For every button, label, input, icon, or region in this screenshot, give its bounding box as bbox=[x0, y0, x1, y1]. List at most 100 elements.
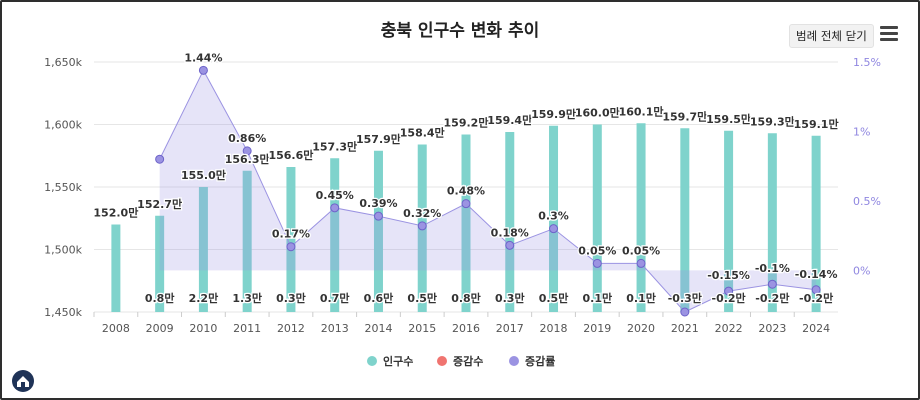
point-rate bbox=[198, 65, 208, 75]
bar-population bbox=[636, 123, 646, 312]
x-tick-label: 2016 bbox=[452, 322, 480, 335]
point-rate bbox=[724, 286, 734, 296]
data-label-population: 159.7만 bbox=[662, 109, 707, 123]
bar-population bbox=[155, 215, 165, 312]
legend-marker bbox=[437, 356, 447, 366]
data-label-change: 0.1만 bbox=[626, 291, 656, 305]
legend-item: 인구수 bbox=[383, 354, 413, 368]
data-label-rate: 0.18% bbox=[491, 226, 529, 239]
bar-population bbox=[724, 130, 734, 312]
x-tick-label: 2021 bbox=[671, 322, 699, 335]
data-label-population: 156.3만 bbox=[225, 152, 270, 166]
data-label-rate: -0.1% bbox=[755, 262, 790, 275]
point-rate bbox=[811, 285, 821, 295]
data-label-rate: 0.3% bbox=[538, 210, 569, 223]
data-label-population: 157.3만 bbox=[312, 139, 357, 153]
point-rate bbox=[242, 146, 252, 156]
data-label-population: 159.9만 bbox=[531, 107, 576, 121]
data-label-change: 0.8만 bbox=[145, 291, 175, 305]
data-label-rate: 0.17% bbox=[272, 228, 310, 241]
x-tick-label: 2014 bbox=[364, 322, 392, 335]
data-label-population: 159.2만 bbox=[444, 116, 489, 130]
data-label-rate: -0.14% bbox=[795, 268, 838, 281]
y-tick-right: 0.5% bbox=[853, 195, 881, 208]
bar-population bbox=[330, 158, 340, 312]
bar-population bbox=[505, 132, 515, 312]
x-tick-label: 2013 bbox=[321, 322, 349, 335]
point-rate bbox=[286, 242, 296, 252]
x-tick-label: 2018 bbox=[540, 322, 568, 335]
site-logo-icon[interactable] bbox=[12, 370, 34, 392]
point-rate bbox=[461, 199, 471, 209]
data-label-rate: 0.05% bbox=[622, 244, 660, 257]
y-tick-left: 1,450k bbox=[44, 306, 82, 319]
data-label-population: 156.6만 bbox=[268, 148, 313, 162]
data-label-population: 159.3만 bbox=[750, 114, 795, 128]
data-label-change: 0.7만 bbox=[320, 291, 350, 305]
data-label-change: -0.3만 bbox=[668, 291, 702, 305]
point-rate bbox=[417, 221, 427, 231]
x-tick-label: 2019 bbox=[583, 322, 611, 335]
x-tick-label: 2020 bbox=[627, 322, 655, 335]
bar-population bbox=[242, 170, 252, 312]
x-tick-label: 2024 bbox=[802, 322, 830, 335]
point-rate bbox=[592, 258, 602, 268]
data-label-change: -0.2만 bbox=[712, 291, 746, 305]
y-tick-left: 1,600k bbox=[44, 119, 82, 132]
bar-population bbox=[111, 224, 121, 312]
y-tick-left: 1,650k bbox=[44, 56, 82, 69]
data-label-population: 158.4만 bbox=[400, 126, 445, 140]
data-label-population: 160.0만 bbox=[575, 106, 620, 120]
point-rate bbox=[505, 240, 515, 250]
data-label-population: 152.7만 bbox=[137, 197, 182, 211]
x-tick-label: 2009 bbox=[146, 322, 174, 335]
y-tick-left: 1,550k bbox=[44, 181, 82, 194]
bar-population bbox=[373, 150, 383, 312]
bar-population bbox=[592, 124, 602, 312]
data-label-change: 0.6만 bbox=[364, 291, 394, 305]
x-tick-label: 2015 bbox=[408, 322, 436, 335]
x-tick-label: 2008 bbox=[102, 322, 130, 335]
point-rate bbox=[155, 154, 165, 164]
y-tick-right: 1% bbox=[853, 125, 870, 138]
data-label-population: 160.1만 bbox=[619, 104, 664, 118]
legend-marker bbox=[367, 356, 377, 366]
data-label-population: 159.1만 bbox=[794, 117, 839, 131]
y-tick-right: 1.5% bbox=[853, 56, 881, 69]
data-label-population: 152.0만 bbox=[93, 206, 138, 220]
chart-title: 충북 인구수 변화 추이 bbox=[380, 21, 540, 41]
area-rate bbox=[159, 70, 817, 312]
data-label-change: 0.3만 bbox=[495, 291, 525, 305]
data-label-population: 159.4만 bbox=[487, 113, 532, 127]
bar-population bbox=[767, 133, 777, 312]
bar-population bbox=[198, 187, 208, 312]
data-label-change: 0.3만 bbox=[276, 291, 306, 305]
data-label-rate: -0.15% bbox=[707, 269, 750, 282]
data-label-rate: 0.45% bbox=[316, 189, 354, 202]
bar-population bbox=[461, 134, 471, 312]
data-label-change: 1.3만 bbox=[232, 291, 262, 305]
data-label-rate: 1.44% bbox=[184, 51, 222, 64]
legend-toggle-button[interactable]: 범례 전체 닫기 bbox=[789, 24, 874, 48]
y-tick-right: 0% bbox=[853, 264, 870, 277]
x-tick-label: 2022 bbox=[715, 322, 743, 335]
line-rate bbox=[159, 69, 817, 313]
x-tick-label: 2011 bbox=[233, 322, 261, 335]
point-rate bbox=[767, 279, 777, 289]
x-tick-label: 2010 bbox=[189, 322, 217, 335]
data-label-rate: 0.05% bbox=[578, 244, 616, 257]
data-label-change: 0.1만 bbox=[582, 291, 612, 305]
x-tick-label: 2023 bbox=[758, 322, 786, 335]
y-tick-left: 1,500k bbox=[44, 244, 82, 257]
point-rate bbox=[549, 224, 559, 234]
legend-item: 증감률 bbox=[525, 354, 555, 368]
point-rate bbox=[636, 258, 646, 268]
x-tick-label: 2017 bbox=[496, 322, 524, 335]
data-label-population: 159.5만 bbox=[706, 112, 751, 126]
data-label-change: -0.2만 bbox=[799, 291, 833, 305]
data-label-change: 2.2만 bbox=[189, 291, 219, 305]
bar-population bbox=[680, 128, 690, 312]
hamburger-menu-icon[interactable] bbox=[880, 26, 898, 41]
data-label-population: 157.9만 bbox=[356, 132, 401, 146]
